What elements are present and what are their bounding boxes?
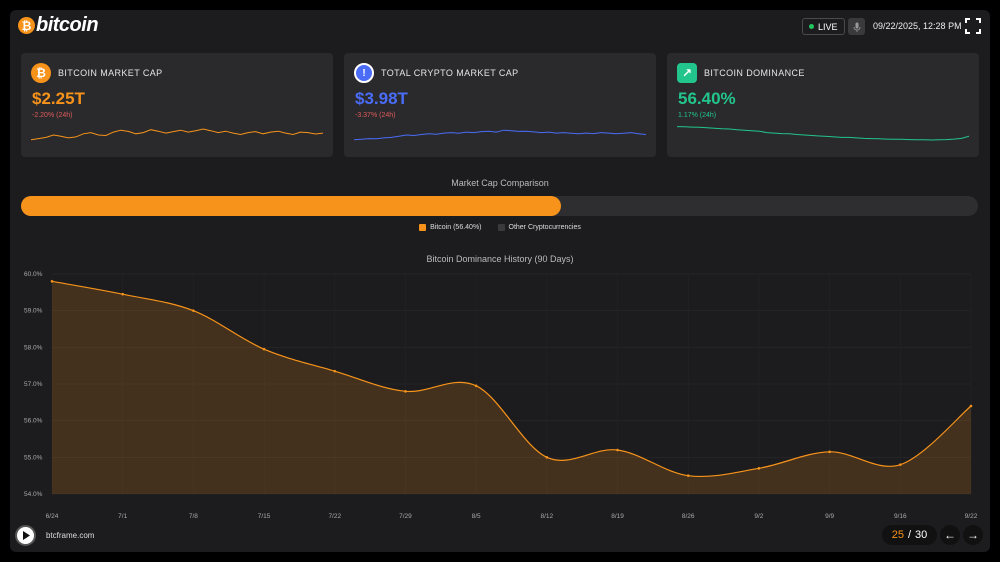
- live-dot-icon: [809, 24, 814, 29]
- dashboard-frame: ₿ bitcoin LIVE 09/22/2025, 12:28 PM ₿ BI…: [10, 10, 990, 552]
- data-point: [192, 309, 195, 312]
- site-domain: btcframe.com: [46, 531, 95, 540]
- x-tick-label: 7/15: [258, 513, 271, 520]
- card-change: -2.20% (24h): [32, 112, 73, 119]
- total-crypto-market-cap-card: ! TOTAL CRYPTO MARKET CAP $3.98T -3.37% …: [344, 53, 656, 157]
- sparkline-path: [354, 129, 646, 141]
- data-point: [333, 369, 337, 373]
- play-button[interactable]: [15, 525, 36, 546]
- y-tick-label: 58.0%: [24, 344, 43, 351]
- comparison-legend: Bitcoin (56.40%) Other Cryptocurrencies: [10, 224, 990, 231]
- dominance-series-line: [51, 280, 972, 478]
- bitcoin-icon: ₿: [31, 63, 51, 83]
- market-cap-comparison-bar: [21, 196, 978, 216]
- legend-item-other: Other Cryptocurrencies: [497, 224, 581, 231]
- data-point: [545, 456, 549, 459]
- data-point: [686, 474, 690, 477]
- x-tick-label: 6/24: [46, 513, 59, 520]
- bitcoin-logo-icon: ₿: [18, 17, 35, 34]
- y-tick-label: 57.0%: [24, 381, 43, 388]
- legend-item-bitcoin: Bitcoin (56.40%): [419, 224, 482, 231]
- x-tick-label: 9/22: [965, 513, 978, 520]
- legend-swatch-other: [497, 224, 505, 231]
- logo-text: bitcoin: [36, 14, 99, 36]
- x-tick-label: 9/9: [825, 513, 834, 520]
- card-title: BITCOIN DOMINANCE: [704, 68, 805, 78]
- bitcoin-market-cap-card: ₿ BITCOIN MARKET CAP $2.25T -2.20% (24h): [21, 53, 333, 157]
- bitcoin-market-cap-sparkline: [31, 128, 323, 141]
- page-current: 25: [891, 529, 904, 541]
- card-value: 56.40%: [678, 89, 736, 108]
- y-tick-label: 55.0%: [24, 454, 43, 461]
- bitcoin-logo: ₿ bitcoin: [18, 14, 99, 37]
- dominance-area-fill: [52, 281, 971, 494]
- chart-title: Bitcoin Dominance History (90 Days): [426, 254, 574, 264]
- dominance-history-chart: 54.0% 55.0% 56.0% 57.0% 58.0% 59.0% 60.0% 6/24 7…: [24, 271, 978, 520]
- bitcoin-dominance-card: ↗ BITCOIN DOMINANCE 56.40% 1.17% (24h): [667, 53, 979, 157]
- y-tick-label: 56.0%: [24, 418, 43, 425]
- data-point: [616, 448, 619, 452]
- x-tick-label: 7/1: [118, 513, 127, 520]
- microphone-icon: [853, 22, 860, 32]
- sparkline-path: [677, 126, 969, 141]
- fullscreen-icon[interactable]: [965, 18, 981, 34]
- y-tick-label: 60.0%: [24, 271, 43, 278]
- y-tick-label: 59.0%: [24, 308, 43, 315]
- bitcoin-dominance-sparkline: [677, 126, 969, 141]
- data-point: [969, 404, 973, 408]
- next-slide-button[interactable]: →: [963, 525, 983, 545]
- legend-label: Other Cryptocurrencies: [508, 224, 581, 231]
- bitcoin-share-fill: [21, 196, 561, 216]
- legend-label: Bitcoin (56.40%): [430, 224, 482, 231]
- comparison-title: Market Cap Comparison: [451, 178, 549, 188]
- x-tick-label: 7/22: [328, 513, 341, 520]
- data-point: [828, 450, 831, 454]
- card-title: TOTAL CRYPTO MARKET CAP: [381, 68, 519, 78]
- page-separator: /: [907, 529, 912, 541]
- x-tick-label: 7/29: [399, 513, 412, 520]
- data-point: [757, 467, 761, 470]
- data-point: [899, 463, 902, 466]
- live-label: LIVE: [818, 21, 838, 32]
- trending-up-icon: ↗: [677, 63, 697, 83]
- card-change: -3.37% (24h): [355, 112, 396, 119]
- data-point: [404, 390, 407, 393]
- data-point: [121, 292, 124, 296]
- card-value: $2.25T: [32, 89, 85, 108]
- microphone-button[interactable]: [848, 18, 865, 35]
- x-tick-label: 7/8: [189, 513, 198, 520]
- total-crypto-market-cap-sparkline: [354, 129, 646, 141]
- current-datetime: 09/22/2025, 12:28 PM: [873, 21, 962, 31]
- legend-swatch-bitcoin: [419, 224, 427, 231]
- data-point: [262, 347, 266, 351]
- y-tick-label: 54.0%: [24, 491, 43, 498]
- x-tick-label: 8/19: [611, 513, 624, 520]
- arrow-right-icon: →: [967, 528, 979, 542]
- card-title: BITCOIN MARKET CAP: [58, 68, 163, 78]
- slide-pager: 25 / 30: [882, 525, 937, 545]
- x-tick-label: 9/16: [894, 513, 907, 520]
- play-icon: [22, 531, 30, 540]
- page-total: 30: [915, 529, 928, 541]
- data-point: [474, 384, 478, 388]
- card-change: 1.17% (24h): [678, 112, 717, 119]
- x-tick-label: 8/5: [472, 513, 481, 520]
- sparkline-path: [31, 128, 323, 141]
- info-icon: !: [354, 63, 374, 83]
- x-tick-label: 9/2: [754, 513, 763, 520]
- arrow-left-icon: ←: [944, 528, 956, 542]
- data-point: [50, 280, 54, 283]
- x-tick-label: 8/26: [682, 513, 695, 520]
- live-badge[interactable]: LIVE: [802, 18, 845, 35]
- card-value: $3.98T: [355, 89, 408, 108]
- prev-slide-button[interactable]: ←: [940, 525, 960, 545]
- x-tick-label: 8/12: [541, 513, 554, 520]
